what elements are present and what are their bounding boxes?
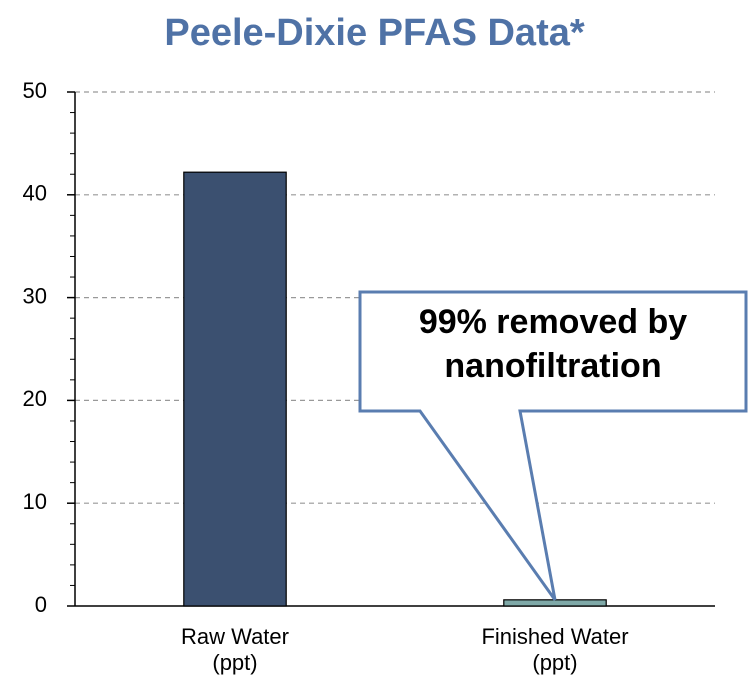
y-tick-label: 20 bbox=[23, 386, 47, 411]
x-tick-label: Raw Water (ppt) bbox=[181, 624, 289, 675]
bar bbox=[183, 171, 287, 607]
annotation: 99% removed by nanofiltration bbox=[418, 303, 688, 385]
y-tick-label: 0 bbox=[35, 592, 47, 617]
y-tick-label: 50 bbox=[23, 78, 47, 103]
bar bbox=[503, 599, 607, 607]
callout bbox=[358, 290, 748, 601]
x-tick-label: Finished Water (ppt) bbox=[481, 624, 629, 675]
y-tick-label: 40 bbox=[23, 181, 47, 206]
y-tick-label: 30 bbox=[23, 283, 47, 308]
y-tick-label: 10 bbox=[23, 489, 47, 514]
chart-title: Peele-Dixie PFAS Data* bbox=[164, 12, 585, 54]
